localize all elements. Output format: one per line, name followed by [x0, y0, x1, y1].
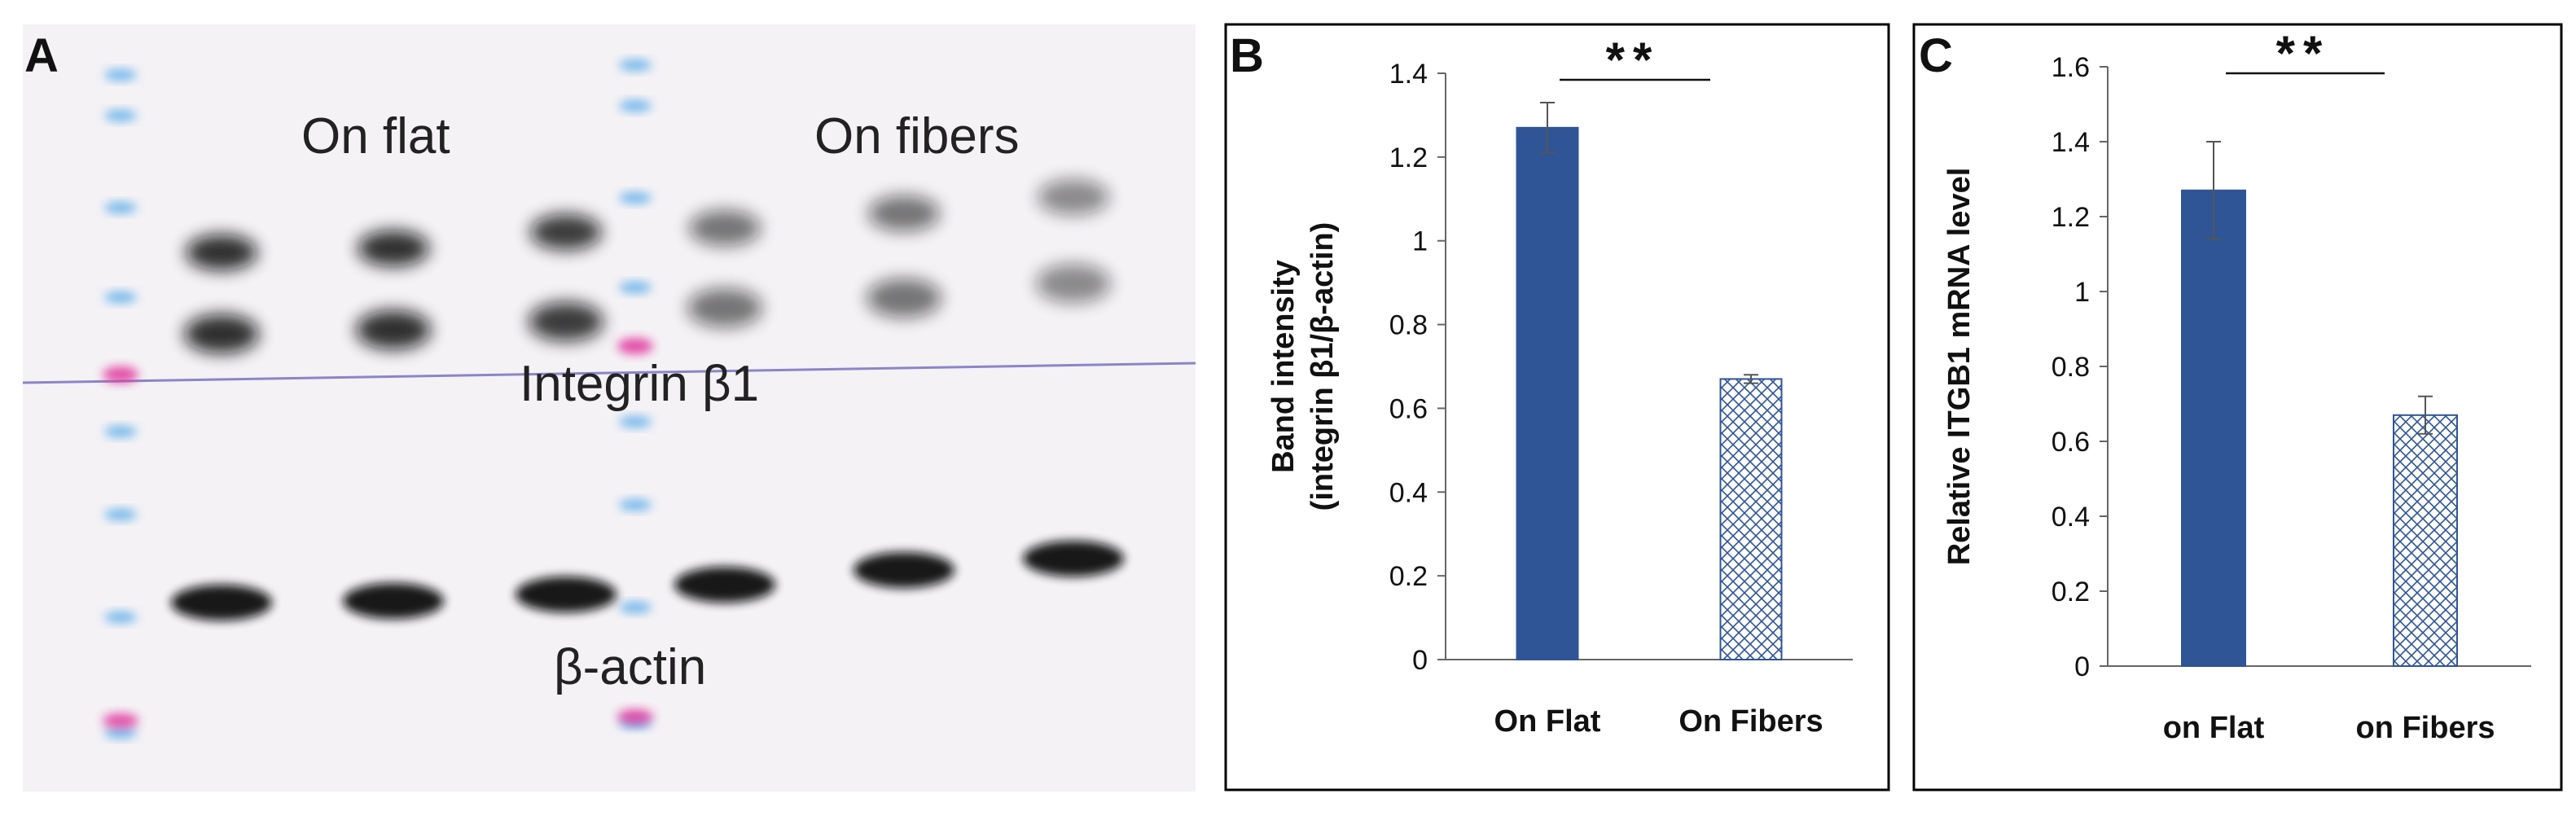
- bar-on-fibers: [2393, 414, 2458, 667]
- y-tick-label: 1.6: [2052, 52, 2090, 83]
- panel-c-letter: C: [1919, 29, 1953, 82]
- ladder-marker-band: [104, 110, 137, 121]
- ladder-marker-band: [104, 69, 137, 81]
- y-tick-label: 0.4: [1389, 477, 1428, 508]
- bar-on-flat: [1516, 126, 1579, 661]
- integrin-band-lower: [867, 278, 941, 318]
- y-tick-label: 1.2: [1389, 143, 1428, 173]
- ladder-marker-band: [104, 292, 137, 303]
- panel-b-chart: B 0 0.2 0.4 0.6 0.8 1 1.2 1.4 On Flat On Fibers **…: [1224, 23, 1890, 791]
- ladder-marker-band: [619, 602, 652, 613]
- x-category-label: on Flat: [2163, 711, 2265, 745]
- label-on-fibers: On fibers: [814, 108, 1020, 164]
- blot-membrane: [23, 24, 1196, 791]
- actin-band: [1023, 541, 1124, 577]
- y-tick-label: 0.6: [1389, 393, 1428, 424]
- ladder-marker-band-magenta: [103, 713, 138, 728]
- actin-band: [854, 552, 954, 588]
- integrin-band-upper: [186, 235, 257, 270]
- y-axis-label: Band intensity: [1266, 260, 1301, 473]
- membrane-cut-line: [22, 362, 1196, 384]
- ladder-marker-band: [619, 192, 652, 204]
- y-tick-label: 0.6: [2052, 427, 2090, 458]
- ladder-marker-band-magenta: [103, 366, 138, 383]
- y-tick-label: 1: [2074, 277, 2090, 308]
- panel-a-blot: A On flat On fibers Integrin β1 β-actin: [22, 24, 1196, 791]
- actin-band: [171, 585, 272, 620]
- integrin-band-lower: [529, 302, 603, 341]
- y-tick-label: 1.2: [2052, 202, 2090, 233]
- marker-ladders: [103, 59, 653, 739]
- blot-bands: [171, 179, 1124, 620]
- integrin-band-lower: [184, 314, 259, 353]
- integrin-band-lower: [1036, 264, 1111, 303]
- panel-b-letter: B: [1230, 29, 1264, 82]
- ladder-marker-band: [619, 282, 652, 293]
- integrin-band-upper: [868, 195, 940, 231]
- label-beta-actin: β-actin: [554, 639, 706, 695]
- actin-band: [674, 567, 775, 603]
- y-tick-label: 1: [1412, 226, 1428, 257]
- panel-c-chart: C 0 0.2 0.4 0.6 0.8 1 1.2 1.4 1.6 on Flat on Fiber…: [1912, 23, 2563, 791]
- y-tick-label: 1.4: [1389, 59, 1428, 90]
- integrin-band-lower: [356, 310, 431, 349]
- y-tick-label: 0.8: [2052, 352, 2090, 383]
- y-tick-label: 0.2: [2052, 577, 2090, 607]
- significance-stars: **: [2276, 26, 2331, 81]
- y-tick-label: 1.4: [2052, 127, 2090, 158]
- ladder-marker-band: [619, 59, 652, 71]
- y-tick-label: 0.4: [2052, 502, 2090, 533]
- y-tick-label: 0.8: [1389, 310, 1428, 341]
- ladder-marker-band: [104, 727, 137, 739]
- ladder-marker-band-magenta: [617, 338, 653, 354]
- ladder-marker-band: [104, 202, 137, 213]
- panel-a-letter: A: [24, 29, 59, 82]
- y-axis-label: (integrin β1/β-actin): [1306, 222, 1340, 511]
- ladder-marker-band: [619, 100, 652, 112]
- ladder-marker-band: [619, 499, 652, 511]
- y-tick-label: 0: [1412, 645, 1428, 676]
- ladder-marker-band-magenta: [617, 709, 653, 724]
- integrin-band-upper: [1038, 179, 1109, 215]
- x-category-label: On Flat: [1494, 704, 1601, 739]
- integrin-band-lower: [687, 288, 762, 327]
- label-on-flat: On flat: [301, 108, 450, 164]
- significance-stars: **: [1606, 33, 1661, 87]
- integrin-band-upper: [358, 230, 429, 266]
- integrin-band-upper: [689, 210, 761, 246]
- ladder-marker-band: [619, 416, 652, 428]
- actin-band: [516, 577, 617, 612]
- bar-on-fibers: [1719, 378, 1783, 660]
- ladder-marker-band: [104, 612, 137, 623]
- y-axis-label: Relative ITGB1 mRNA level: [1942, 168, 1977, 566]
- y-tick-label: 0: [2074, 651, 2090, 682]
- actin-band: [343, 583, 444, 619]
- bar-on-flat: [2181, 189, 2246, 668]
- ladder-marker-band: [104, 509, 137, 520]
- label-integrin-beta1: Integrin β1: [520, 356, 759, 412]
- y-tick-label: 0.2: [1389, 561, 1428, 592]
- x-category-label: On Fibers: [1679, 704, 1823, 739]
- integrin-band-upper: [530, 214, 602, 250]
- x-category-label: on Fibers: [2355, 711, 2495, 745]
- ladder-marker-band: [104, 426, 137, 437]
